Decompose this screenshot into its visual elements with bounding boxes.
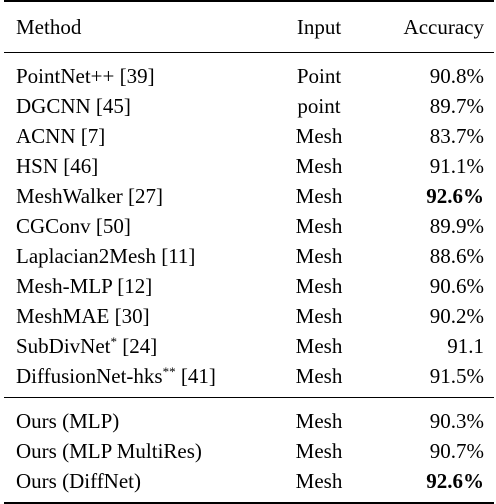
table-row: Mesh-MLP [12] Mesh 90.6% <box>4 271 494 301</box>
cell-method: Laplacian2Mesh [11] <box>4 241 274 271</box>
header-accuracy: Accuracy <box>364 0 494 53</box>
table-row: HSN [46] Mesh 91.1% <box>4 151 494 181</box>
method-name: SubDivNet <box>16 334 111 358</box>
method-name: Ours (DiffNet) <box>16 469 141 493</box>
accuracy-best: 92.6% <box>426 184 484 208</box>
cell-accuracy: 90.6% <box>429 274 484 298</box>
cell-method: MeshWalker [27] <box>4 181 274 211</box>
method-name: Ours (MLP) <box>16 409 120 433</box>
cell-accuracy: 91.5% <box>364 361 494 398</box>
method-citation: [41] <box>175 364 216 388</box>
cell-method: Ours (MLP MultiRes) <box>4 436 274 466</box>
cell-method: SubDivNet* [24] <box>4 331 274 361</box>
cell-input: Mesh <box>295 154 343 178</box>
cell-accuracy: 91.1 <box>447 334 484 358</box>
table-row: DGCNN [45] point 89.7% <box>4 91 494 121</box>
cell-accuracy: 92.6% <box>364 181 494 211</box>
method-name: Laplacian2Mesh [11] <box>16 244 196 268</box>
cell-method: ACNN [7] <box>4 121 274 151</box>
cell-accuracy: 83.7% <box>429 124 484 148</box>
method-name: MeshMAE [30] <box>16 304 150 328</box>
method-name: Mesh-MLP [12] <box>16 274 153 298</box>
cell-input: point <box>297 94 341 118</box>
method-name: PointNet++ [39] <box>16 64 155 88</box>
table-row: Ours (DiffNet) Mesh 92.6% <box>4 466 494 504</box>
cell-method: HSN [46] <box>4 151 274 181</box>
method-name: DGCNN [45] <box>16 94 131 118</box>
method-footnote-mark: * <box>110 334 118 349</box>
cell-input: Mesh <box>295 244 343 268</box>
table-row: CGConv [50] Mesh 89.9% <box>4 211 494 241</box>
cell-input: Mesh <box>295 124 343 148</box>
cell-method: Ours (DiffNet) <box>4 466 274 504</box>
table-row: SubDivNet* [24] Mesh 91.1 <box>4 331 494 361</box>
cell-input: Mesh <box>274 361 364 398</box>
method-name: DiffusionNet-hks <box>16 364 163 388</box>
cell-method: DiffusionNet-hks** [41] <box>4 361 274 398</box>
cell-method: Mesh-MLP [12] <box>4 271 274 301</box>
baseline-rows: PointNet++ [39] Point 90.8% DGCNN [45] point… <box>4 53 494 398</box>
table-row: Laplacian2Mesh [11] Mesh 88.6% <box>4 241 494 271</box>
cell-accuracy: 92.6% <box>364 466 494 504</box>
cell-method: CGConv [50] <box>4 211 274 241</box>
method-name: MeshWalker [27] <box>16 184 164 208</box>
cell-method: Ours (MLP) <box>4 398 274 437</box>
method-name: CGConv [50] <box>16 214 131 238</box>
table-row: DiffusionNet-hks** [41] Mesh 91.5% <box>4 361 494 398</box>
method-citation: [24] <box>117 334 158 358</box>
method-name: HSN [46] <box>16 154 99 178</box>
cell-input: Mesh <box>274 466 364 504</box>
method-footnote-mark: ** <box>162 364 176 379</box>
cell-input: Mesh <box>295 439 343 463</box>
header-input: Input <box>274 0 364 53</box>
table-row: PointNet++ [39] Point 90.8% <box>4 53 494 92</box>
header-row: Method Input Accuracy <box>4 0 494 53</box>
cell-method: DGCNN [45] <box>4 91 274 121</box>
cell-input: Mesh <box>295 334 343 358</box>
cell-input: Point <box>296 64 342 88</box>
table-row: ACNN [7] Mesh 83.7% <box>4 121 494 151</box>
method-name: ACNN [7] <box>16 124 106 148</box>
method-name: Ours (MLP MultiRes) <box>16 439 202 463</box>
table-row: Ours (MLP) Mesh 90.3% <box>4 398 494 437</box>
cell-accuracy: 88.6% <box>429 244 484 268</box>
header-method: Method <box>4 0 274 53</box>
table-row: MeshWalker [27] Mesh 92.6% <box>4 181 494 211</box>
cell-accuracy: 89.7% <box>429 94 484 118</box>
cell-method: MeshMAE [30] <box>4 301 274 331</box>
cell-method: PointNet++ [39] <box>4 53 274 92</box>
ours-rows: Ours (MLP) Mesh 90.3% Ours (MLP MultiRes) Me… <box>4 398 494 504</box>
cell-input: Mesh <box>295 409 343 433</box>
results-table: Method Input Accuracy PointNet++ [39] Poi… <box>4 0 494 504</box>
cell-accuracy: 90.7% <box>429 439 484 463</box>
accuracy-best: 92.6% <box>426 469 484 493</box>
cell-input: Mesh <box>295 214 343 238</box>
cell-input: Mesh <box>295 184 343 208</box>
table-row: MeshMAE [30] Mesh 90.2% <box>4 301 494 331</box>
cell-accuracy: 89.9% <box>429 214 484 238</box>
cell-input: Mesh <box>295 304 343 328</box>
cell-accuracy: 90.2% <box>429 304 484 328</box>
cell-accuracy: 90.3% <box>429 409 484 433</box>
table-row: Ours (MLP MultiRes) Mesh 90.7% <box>4 436 494 466</box>
cell-input: Mesh <box>295 274 343 298</box>
cell-accuracy: 90.8% <box>429 64 484 88</box>
cell-accuracy: 91.1% <box>429 154 484 178</box>
